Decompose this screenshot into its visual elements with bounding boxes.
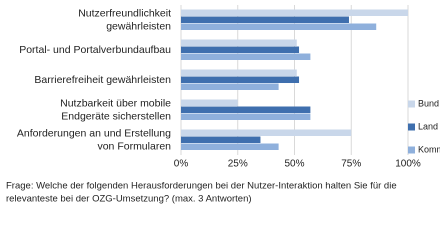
bar <box>181 113 311 120</box>
bar <box>181 39 297 46</box>
bar <box>181 99 238 106</box>
bar <box>181 46 300 53</box>
legend-label: Bund <box>418 98 439 108</box>
bar <box>181 9 408 16</box>
bar <box>181 69 297 76</box>
legend-label: Kommune <box>418 144 440 154</box>
bar <box>181 136 261 143</box>
category-label: Anforderungen an und Erstellung <box>17 127 171 139</box>
bar <box>181 16 349 23</box>
bar <box>181 53 311 60</box>
footnote: relevanteste bei der OZG-Umsetzung? (max… <box>6 194 252 205</box>
bar <box>181 129 352 136</box>
category-label: Endgeräte sicherstellen <box>61 110 171 122</box>
category-label: von Formularen <box>97 140 171 152</box>
x-tick-label: 75% <box>341 159 361 170</box>
x-tick-label: 25% <box>228 159 248 170</box>
category-label: Portal- und Portalverbundaufbau <box>19 44 171 56</box>
footnote: Frage: Welche der folgenden Herausforder… <box>6 181 397 192</box>
legend-label: Land <box>418 121 438 131</box>
bar <box>181 23 377 30</box>
x-tick-label: 100% <box>395 159 421 170</box>
bar <box>181 76 300 83</box>
bar <box>181 106 311 113</box>
category-label: Nutzerfreundlichkeit <box>78 7 171 19</box>
x-tick-label: 0% <box>174 159 189 170</box>
category-label: gewährleisten <box>106 20 171 32</box>
category-label: Nutzbarkeit über mobile <box>60 97 171 109</box>
legend-swatch <box>408 146 415 154</box>
chart: 0% 25% 50% 75% 100% Nutzerfreundlichkeitgewäh… <box>6 5 440 205</box>
category-label: Barrierefreiheit gewährleisten <box>34 74 171 86</box>
bar <box>181 83 279 90</box>
bar <box>181 143 279 150</box>
legend-swatch <box>408 123 415 131</box>
x-tick-label: 50% <box>284 159 304 170</box>
legend-swatch <box>408 100 415 108</box>
